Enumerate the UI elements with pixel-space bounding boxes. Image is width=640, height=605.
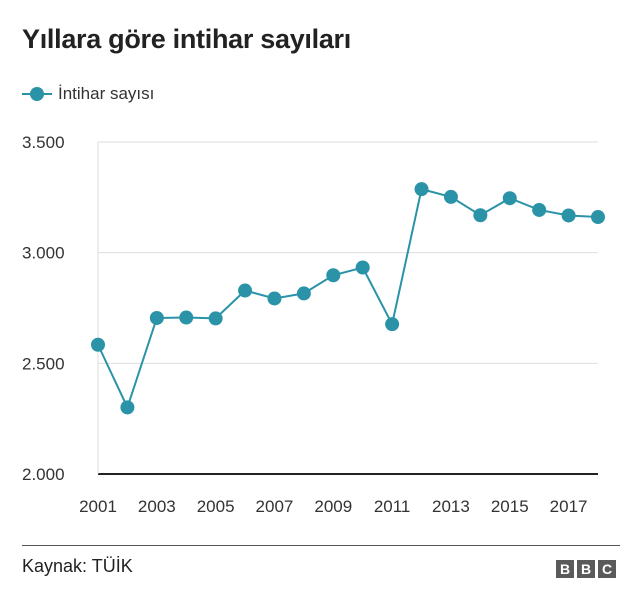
data-point [179,310,194,325]
x-tick-label: 2013 [432,497,470,516]
data-point [296,286,311,301]
data-point [149,310,164,325]
x-tick-label: 2011 [374,497,411,516]
source-label: Kaynak: TÜİK [22,556,133,576]
data-point [120,400,135,415]
data-point [473,208,488,223]
data-point [326,268,341,283]
y-tick-label: 2.000 [22,465,65,484]
x-tick-label: 2015 [491,497,529,516]
y-tick-label: 3.500 [22,133,65,152]
data-point [385,317,400,332]
bbc-logo: B B C [556,560,616,578]
data-point [532,202,547,217]
footer-divider [22,545,620,546]
data-point [591,210,605,225]
data-point [238,283,253,298]
x-tick-label: 2007 [256,497,294,516]
chart-title: Yıllara göre intihar sayıları [22,24,351,54]
y-tick-label: 2.500 [22,354,65,373]
bbc-logo-block: B [577,560,595,578]
data-point [208,311,223,326]
x-tick-label: 2003 [138,497,176,516]
x-tick-label: 2009 [314,497,352,516]
line-chart: 2.000 2.500 3.000 3.500 2001 2003 2005 2007 2009… [22,133,605,516]
data-point [267,291,282,306]
legend-label: İntihar sayısı [58,84,155,103]
legend-line-marker-icon [22,87,52,101]
legend: İntihar sayısı [22,84,154,104]
bbc-logo-block: C [598,560,616,578]
bbc-logo-block: B [556,560,574,578]
data-point [502,191,517,206]
data-point [561,208,576,223]
y-tick-label: 3.000 [22,244,65,263]
data-point [414,182,429,197]
x-tick-label: 2017 [550,497,588,516]
series-line [97,187,599,411]
data-point [91,337,105,352]
x-tick-label: 2001 [79,497,117,516]
data-point [355,260,370,275]
data-point [443,189,458,204]
x-tick-label: 2005 [197,497,235,516]
